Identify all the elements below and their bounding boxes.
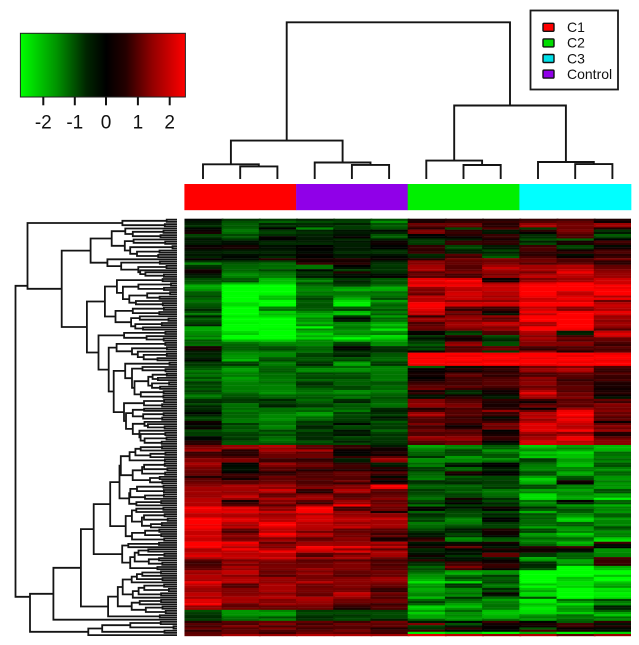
svg-text:-2: -2 [35,113,52,134]
svg-text:C2: C2 [567,35,585,51]
svg-text:Control: Control [567,66,612,82]
svg-text:2: 2 [164,113,175,134]
svg-text:-1: -1 [66,113,83,134]
svg-text:0: 0 [101,113,112,134]
svg-text:1: 1 [133,113,144,134]
svg-text:C3: C3 [567,50,585,66]
svg-text:C1: C1 [567,19,585,35]
